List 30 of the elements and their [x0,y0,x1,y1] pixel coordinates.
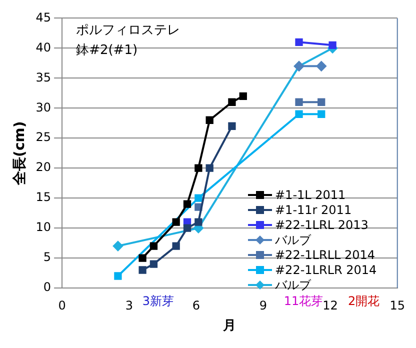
legend-label: バルブ [275,233,311,248]
text: 3新芽 [142,294,174,308]
y-tick-label: 25 [36,130,52,144]
y-tick-label: 0 [43,280,52,294]
y-tick-label: 20 [36,160,52,174]
y-tick-label: 10 [36,220,52,234]
y-axis-title: 全長(cm) [12,121,28,186]
x-tick-label: 3 [125,298,133,312]
y-tick-label: 15 [36,190,52,204]
legend-label: #22-1LRL 2013 [275,218,368,233]
x-tick-label: 15 [390,298,406,312]
text: 2開花 [348,294,380,308]
x-tick-label: 12 [322,298,338,312]
y-tick-label: 35 [36,70,52,84]
legend-label: バルブ [275,278,311,293]
legend-label: #22-1LRLR 2014 [275,263,377,278]
x-tick-label: 6 [192,298,200,312]
y-tick-label: 5 [43,250,52,264]
text: 鉢#2(#1) [76,43,138,58]
y-tick-label: 30 [36,100,52,114]
legend-label: #1-11r 2011 [275,203,352,218]
x-axis-title: 月 [222,318,236,334]
chart-title: ポルフィロステレ [76,23,180,38]
text: 11花芽 [284,294,324,308]
x-tick-label: 0 [58,298,66,312]
legend-label: #22-1LRLL 2014 [275,248,376,263]
y-tick-label: 40 [36,40,52,54]
legend-label: #1-1L 2011 [275,188,346,203]
x-tick-label: 9 [259,298,268,312]
y-tick-label: 45 [36,10,52,24]
